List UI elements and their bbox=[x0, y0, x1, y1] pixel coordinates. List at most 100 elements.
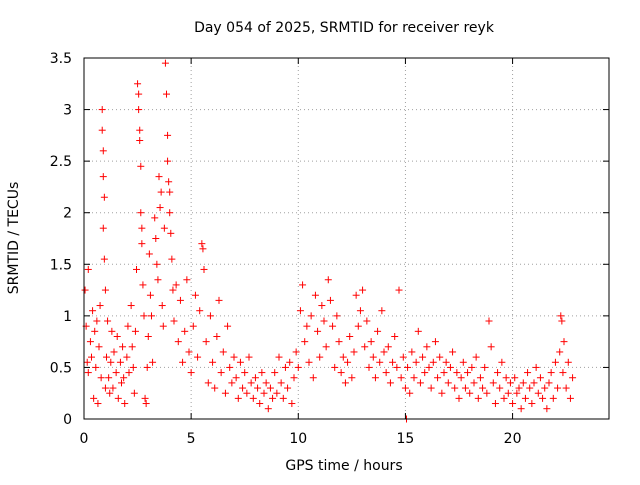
data-point bbox=[517, 405, 525, 413]
y-tick-label: 1.5 bbox=[50, 257, 72, 273]
data-point bbox=[451, 384, 459, 392]
data-point bbox=[487, 343, 495, 351]
data-point bbox=[135, 90, 143, 98]
data-point bbox=[485, 317, 493, 325]
data-point bbox=[159, 322, 167, 330]
data-point bbox=[277, 379, 285, 387]
data-point bbox=[134, 80, 142, 88]
data-point bbox=[167, 229, 175, 237]
y-axis-label: SRMTID / TECUs bbox=[6, 182, 22, 295]
data-point bbox=[271, 369, 279, 377]
x-tick-label: 5 bbox=[187, 431, 196, 447]
data-point bbox=[311, 291, 319, 299]
data-point bbox=[356, 307, 364, 315]
data-point bbox=[103, 353, 110, 361]
data-point bbox=[361, 343, 369, 351]
data-point bbox=[146, 291, 154, 299]
data-point bbox=[474, 394, 482, 402]
data-point bbox=[341, 379, 349, 387]
data-point bbox=[224, 322, 232, 330]
data-point bbox=[204, 379, 212, 387]
data-point bbox=[489, 379, 497, 387]
data-point bbox=[352, 291, 360, 299]
data-point bbox=[176, 296, 184, 304]
data-point bbox=[156, 204, 164, 212]
data-point bbox=[213, 332, 221, 340]
data-point bbox=[354, 322, 362, 330]
data-point bbox=[564, 358, 572, 366]
data-point bbox=[549, 394, 557, 402]
data-point bbox=[557, 312, 565, 320]
data-point bbox=[91, 327, 99, 335]
data-point bbox=[386, 379, 394, 387]
data-point bbox=[303, 322, 311, 330]
data-point bbox=[491, 400, 499, 408]
data-point bbox=[438, 389, 446, 397]
data-point bbox=[179, 358, 187, 366]
data-point bbox=[98, 126, 106, 134]
data-point bbox=[221, 389, 229, 397]
data-point bbox=[97, 374, 105, 382]
data-point bbox=[137, 209, 145, 217]
data-point bbox=[131, 327, 139, 335]
data-point bbox=[166, 188, 174, 196]
gridlines bbox=[84, 58, 609, 419]
data-point bbox=[406, 389, 414, 397]
x-axis-label: GPS time / hours bbox=[285, 458, 402, 474]
data-point bbox=[322, 343, 330, 351]
data-point bbox=[191, 291, 199, 299]
data-point bbox=[556, 348, 564, 356]
data-point bbox=[346, 332, 354, 340]
data-point bbox=[461, 384, 469, 392]
data-point bbox=[562, 384, 570, 392]
data-point bbox=[425, 363, 433, 371]
data-point bbox=[211, 384, 219, 392]
data-point bbox=[123, 353, 131, 361]
data-point bbox=[378, 307, 386, 315]
data-point bbox=[104, 317, 112, 325]
data-point bbox=[506, 379, 514, 387]
data-point bbox=[569, 374, 577, 382]
data-point bbox=[393, 363, 401, 371]
data-point bbox=[513, 389, 521, 397]
data-point bbox=[429, 358, 437, 366]
data-point bbox=[264, 405, 272, 413]
data-point bbox=[404, 363, 412, 371]
data-point bbox=[534, 389, 542, 397]
data-point bbox=[187, 369, 195, 377]
data-point bbox=[528, 400, 536, 408]
data-point bbox=[90, 394, 98, 402]
data-point bbox=[141, 394, 149, 402]
data-point bbox=[442, 358, 450, 366]
data-point bbox=[545, 379, 553, 387]
data-point bbox=[232, 374, 240, 382]
y-tick-labels: 0 0.5 1 1.5 2 2.5 3 3.5 bbox=[50, 51, 72, 428]
data-point bbox=[547, 369, 555, 377]
data-point bbox=[449, 348, 457, 356]
data-point bbox=[324, 276, 332, 284]
data-point bbox=[101, 384, 109, 392]
data-point bbox=[481, 363, 489, 371]
data-point bbox=[348, 374, 356, 382]
data-point bbox=[200, 265, 208, 273]
data-point bbox=[526, 384, 534, 392]
data-point bbox=[84, 265, 92, 273]
x-tick-label: 0 bbox=[80, 431, 89, 447]
data-point bbox=[365, 363, 373, 371]
data-point bbox=[135, 106, 143, 114]
data-point bbox=[142, 400, 150, 408]
data-point bbox=[140, 312, 148, 320]
data-point bbox=[154, 276, 162, 284]
data-point bbox=[99, 173, 107, 181]
data-point bbox=[243, 389, 251, 397]
data-point bbox=[169, 286, 177, 294]
data-point bbox=[108, 327, 116, 335]
data-point bbox=[256, 400, 264, 408]
data-point bbox=[329, 322, 337, 330]
data-point bbox=[260, 389, 268, 397]
data-point bbox=[164, 131, 172, 139]
data-point bbox=[281, 363, 289, 371]
data-point bbox=[93, 317, 101, 325]
